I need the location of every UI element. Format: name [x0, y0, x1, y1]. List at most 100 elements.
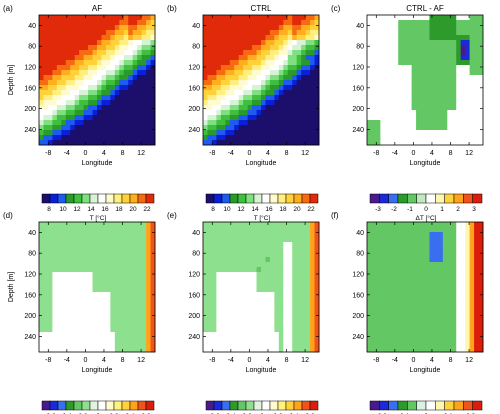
heatmap-cell: [114, 222, 120, 228]
heatmap-cell: [216, 15, 222, 21]
heatmap-cell: [252, 247, 257, 253]
heatmap-cell: [74, 15, 80, 21]
heatmap-cell: [119, 297, 125, 303]
heatmap-cell: [460, 40, 466, 46]
heatmap-cell: [371, 90, 377, 96]
x-tick-label: 8: [449, 150, 453, 157]
heatmap-cell: [110, 317, 116, 323]
heatmap-cell: [261, 70, 266, 76]
heatmap-cell: [287, 95, 293, 101]
heatmap-cell: [114, 80, 120, 86]
heatmap-cell: [70, 247, 76, 253]
heatmap-cell: [371, 30, 377, 36]
heatmap-cell: [110, 242, 116, 248]
heatmap-cell: [105, 70, 111, 76]
y-tick-label: 80: [356, 251, 364, 258]
heatmap-cell: [389, 312, 395, 318]
x-tick-label: 12: [137, 150, 145, 157]
heatmap-cell: [438, 130, 444, 136]
heatmap-cell: [278, 222, 284, 228]
heatmap-cell: [411, 322, 417, 328]
heatmap-cell: [420, 342, 426, 348]
heatmap-cell: [367, 252, 372, 258]
heatmap-cell: [83, 332, 89, 338]
heatmap-cell: [146, 227, 151, 233]
heatmap-cell: [451, 322, 457, 328]
heatmap-cell: [442, 110, 448, 116]
heatmap-cell: [310, 337, 315, 343]
heatmap-cell: [216, 222, 222, 228]
heatmap-cell: [274, 342, 280, 348]
heatmap-cell: [469, 105, 475, 111]
heatmap-cell: [269, 312, 275, 318]
heatmap-cell: [88, 45, 93, 51]
heatmap-cell: [425, 272, 430, 278]
heatmap-cell: [278, 302, 284, 308]
heatmap-cell: [416, 337, 421, 343]
heatmap-cell: [411, 65, 417, 71]
heatmap-cell: [97, 322, 102, 328]
heatmap-cell: [433, 277, 439, 283]
heatmap-cell: [305, 297, 311, 303]
heatmap-cell: [265, 60, 271, 66]
heatmap-cell: [256, 140, 262, 146]
heatmap-cell: [256, 85, 262, 91]
heatmap-cell: [114, 120, 120, 126]
heatmap-cell: [469, 222, 475, 228]
heatmap-cell: [88, 277, 93, 283]
heatmap-cell: [146, 347, 151, 353]
heatmap-cell: [465, 222, 471, 228]
heatmap-cell: [265, 247, 271, 253]
heatmap-cell: [43, 20, 49, 26]
heatmap-cell: [47, 257, 53, 263]
heatmap-cell: [110, 252, 116, 258]
heatmap-cell: [247, 40, 253, 46]
heatmap-cell: [65, 125, 71, 131]
heatmap-cell: [56, 242, 62, 248]
heatmap-cell: [442, 65, 448, 71]
heatmap-cell: [105, 20, 111, 26]
heatmap-cell: [101, 242, 107, 248]
colorbar-swatch: [229, 193, 239, 204]
heatmap-cell: [216, 100, 222, 106]
heatmap-cell: [234, 115, 240, 121]
heatmap-cell: [296, 20, 302, 26]
heatmap-cell: [238, 347, 244, 353]
heatmap-cell: [474, 267, 479, 273]
heatmap-cell: [220, 277, 226, 283]
heatmap-cell: [314, 297, 320, 303]
heatmap-cell: [296, 282, 302, 288]
heatmap-cell: [433, 105, 439, 111]
heatmap-cell: [314, 272, 320, 278]
heatmap-cell: [460, 312, 466, 318]
heatmap-cell: [274, 40, 280, 46]
heatmap-cell: [110, 80, 116, 86]
heatmap-cell: [261, 90, 266, 96]
heatmap-cell: [247, 55, 253, 61]
heatmap-cell: [407, 332, 413, 338]
heatmap-cell: [220, 25, 226, 31]
heatmap-cell: [367, 227, 372, 233]
heatmap-cell: [429, 60, 435, 66]
heatmap-cell: [393, 140, 399, 146]
heatmap-cell: [114, 242, 120, 248]
colorbar-swatch: [435, 193, 445, 204]
heatmap-cell: [105, 55, 111, 61]
heatmap-cell: [39, 257, 44, 263]
heatmap-cell: [105, 347, 111, 353]
heatmap-cell: [425, 75, 430, 81]
heatmap-cell: [220, 272, 226, 278]
heatmap-cell: [252, 50, 257, 56]
heatmap-cell: [393, 100, 399, 106]
heatmap-cell: [47, 317, 53, 323]
heatmap-cell: [74, 90, 80, 96]
heatmap-cell: [442, 135, 448, 141]
heatmap-cell: [460, 105, 466, 111]
heatmap-cell: [265, 100, 271, 106]
heatmap-cell: [407, 292, 413, 298]
heatmap-cell: [114, 262, 120, 268]
heatmap-cell: [216, 332, 222, 338]
heatmap-cell: [287, 247, 293, 253]
heatmap-cell: [52, 272, 58, 278]
